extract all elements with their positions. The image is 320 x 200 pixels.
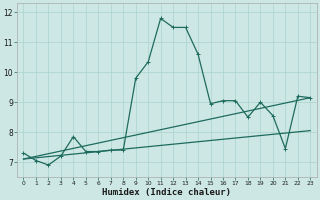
X-axis label: Humidex (Indice chaleur): Humidex (Indice chaleur) — [102, 188, 231, 197]
